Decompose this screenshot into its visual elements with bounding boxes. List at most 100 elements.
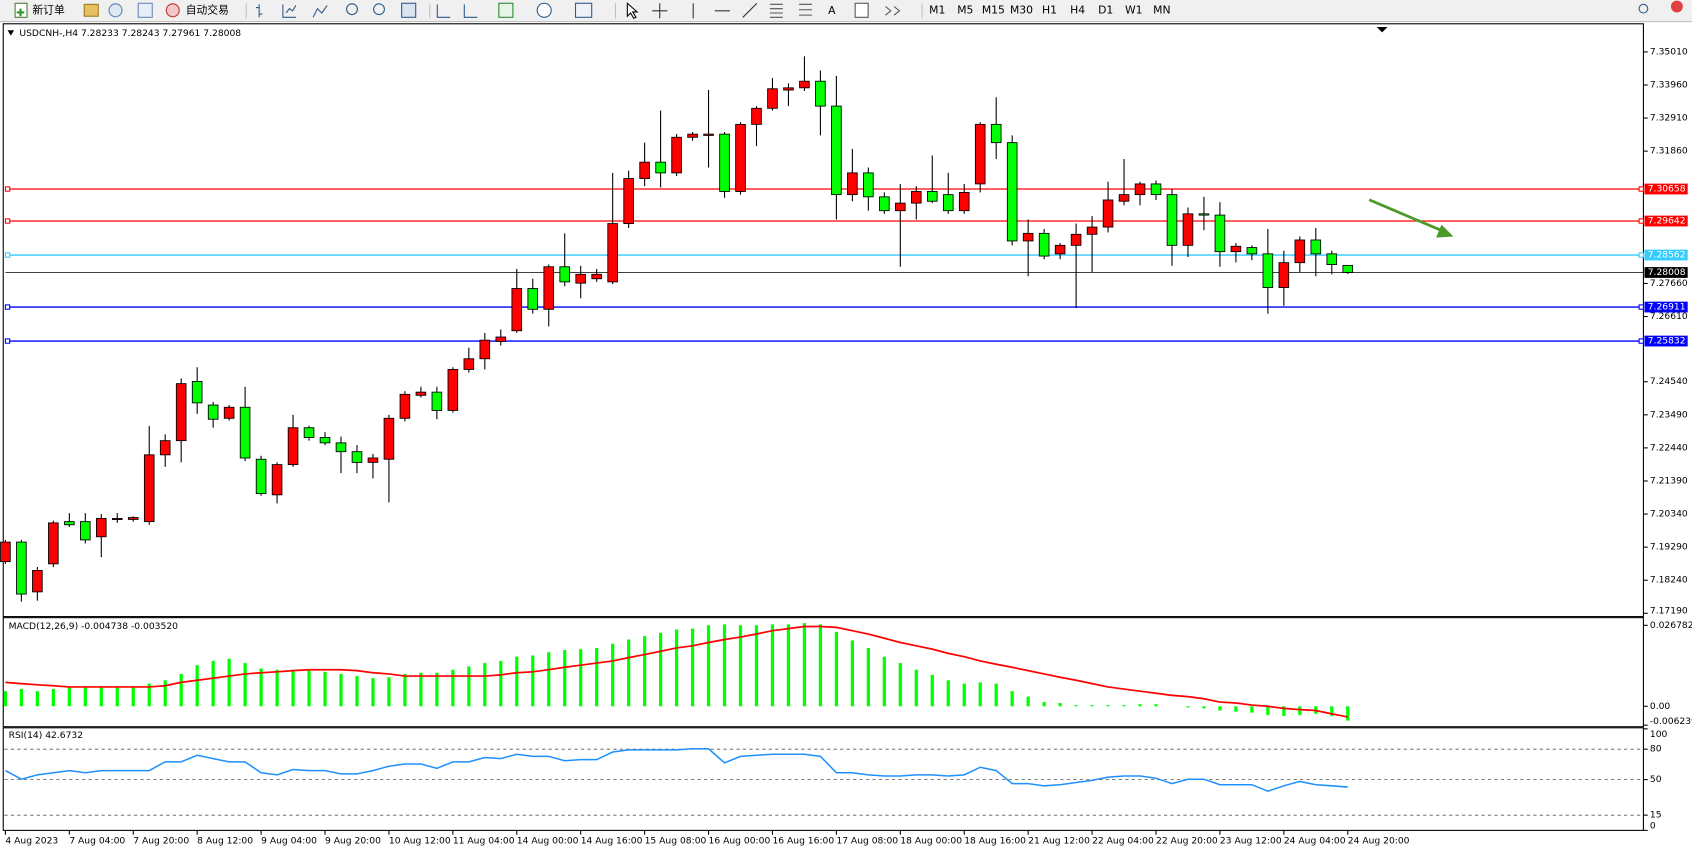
icon-button[interactable] (83, 3, 99, 17)
y-tick-label: 0.00 (1650, 701, 1671, 712)
candle-body (1182, 213, 1194, 246)
x-tick-label: 9 Aug 20:00 (325, 836, 381, 847)
candle-body (863, 172, 874, 198)
candle-body (1070, 233, 1082, 246)
x-tick-label: 24 Aug 20:00 (1348, 836, 1410, 847)
timeframe-button[interactable]: M30 (1010, 3, 1033, 16)
candle-body (879, 196, 890, 212)
x-tick-label: 4 Aug 2023 (5, 836, 58, 847)
x-tick-label: 10 Aug 12:00 (389, 836, 451, 847)
line-handle (4, 186, 11, 192)
scroll-icons[interactable] (436, 4, 478, 18)
button-label: 自动交易 (186, 3, 229, 16)
y-tick-label: 7.32910 (1650, 113, 1688, 124)
candle-body (639, 161, 650, 179)
candle-body (1294, 239, 1306, 264)
search[interactable] (1638, 3, 1649, 14)
candle-body (926, 191, 938, 202)
price-label: 7.25832 (1648, 336, 1686, 347)
timeframe-button[interactable]: H4 (1070, 3, 1085, 16)
timeframe-button[interactable]: MN (1153, 3, 1170, 16)
notifications[interactable] (1670, 0, 1683, 13)
timeframe-button[interactable]: W1 (1125, 3, 1143, 16)
candle-body (335, 442, 347, 453)
y-tick-label: 7.23490 (1650, 409, 1688, 420)
arrows-tool[interactable] (885, 6, 901, 16)
candle-body (1230, 245, 1242, 253)
candle-body (95, 518, 107, 538)
timeframe-button[interactable]: D1 (1098, 3, 1113, 16)
x-tick-label: 22 Aug 04:00 (1092, 836, 1154, 847)
candle-body (207, 404, 219, 420)
icon-button[interactable] (137, 2, 153, 18)
chart-type-icons[interactable] (255, 4, 328, 18)
candle-body (1134, 183, 1146, 196)
rsi-line (5, 748, 1348, 793)
candle-body (319, 437, 331, 444)
timeframe-button[interactable]: M1 (929, 3, 945, 16)
candle-body (687, 133, 698, 138)
x-tick-label: 22 Aug 20:00 (1156, 836, 1218, 847)
candle-body (447, 369, 459, 411)
line-handle (4, 218, 11, 224)
candle-body (1006, 142, 1018, 242)
candle-body (559, 266, 571, 283)
x-tick-label: 18 Aug 16:00 (964, 836, 1026, 847)
candle-body (958, 191, 970, 212)
zoom-out[interactable] (373, 3, 385, 16)
x-tick-label: 24 Aug 04:00 (1284, 836, 1346, 847)
zoom-in[interactable] (346, 3, 358, 16)
y-tick-label: 50 (1650, 774, 1662, 785)
candle-body (831, 105, 842, 196)
annotation-arrow (1368, 198, 1454, 238)
templates[interactable] (574, 2, 593, 18)
candle-body (32, 570, 43, 593)
tile-windows[interactable] (401, 2, 417, 18)
candle-body (911, 191, 922, 204)
candle-body (1150, 183, 1162, 196)
candle-body (80, 521, 91, 541)
fibo-tools[interactable] (769, 3, 812, 18)
auto-trading-button[interactable]: 自动交易 (165, 3, 229, 18)
candle-body (815, 80, 826, 107)
y-tick-label: 7.33960 (1650, 79, 1688, 90)
line-handle (1638, 218, 1644, 224)
y-tick-label: 7.17190 (1650, 606, 1688, 617)
x-tick-label: 8 Aug 12:00 (197, 836, 253, 847)
price-label: 7.28008 (1648, 267, 1686, 278)
candle-body (1310, 239, 1322, 255)
periods[interactable] (536, 2, 552, 18)
icon (165, 3, 180, 18)
price-label: 7.26911 (1648, 302, 1686, 313)
line-handle (1638, 186, 1644, 192)
indicator-title: RSI(14) 42.6732 (9, 730, 83, 741)
label-tool[interactable] (854, 2, 869, 18)
new-order-button[interactable]: 新订单 (14, 2, 65, 18)
plot-layer: USDCNH-,H4 7.28233 7.28243 7.27961 7.280… (0, 28, 1692, 847)
cursor-tool[interactable] (626, 2, 639, 20)
y-tick-label: 100 (1650, 729, 1668, 740)
candle-body (543, 266, 555, 310)
text-tool[interactable]: A (828, 4, 836, 17)
timeframe-button[interactable]: M15 (982, 3, 1005, 16)
price-label-box (1644, 249, 1688, 261)
candle-body (591, 273, 602, 280)
price-label-box (1644, 267, 1688, 278)
candle-body (767, 88, 778, 109)
indicators[interactable] (498, 2, 514, 18)
candle-body (1262, 253, 1274, 288)
timeframe-button[interactable]: H1 (1042, 3, 1057, 16)
candle-body (527, 288, 539, 310)
x-tick-label: 11 Aug 04:00 (453, 836, 515, 847)
y-tick-label: 0.026782 (1650, 620, 1692, 631)
signal-line (5, 625, 1348, 718)
candle-body (143, 454, 155, 523)
candle-body (64, 521, 75, 526)
timeframe-button[interactable]: M5 (957, 3, 973, 16)
x-tick-label: 23 Aug 12:00 (1220, 836, 1282, 847)
candle-body (1086, 226, 1098, 235)
icon-button[interactable] (108, 3, 123, 18)
drawing-tools[interactable] (652, 2, 758, 19)
